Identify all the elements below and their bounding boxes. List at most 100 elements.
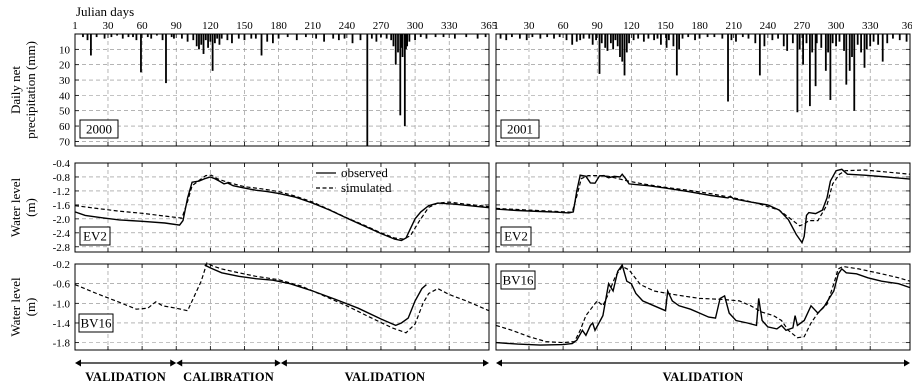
precip-bar [809,34,811,107]
precip-bar [419,34,422,38]
precip-bar [713,34,716,38]
precip-bar [575,34,578,42]
y-tick-label: 60 [59,121,71,133]
y-axis-title: Water level [8,178,23,238]
y-tick-label: 40 [59,90,71,102]
series-simulated [74,262,490,334]
precip-bar [337,34,340,41]
precip-bar [499,34,502,39]
y-tick-label: -2.8 [53,242,71,254]
precip-bar [394,34,397,65]
precip-bar [665,34,668,48]
precip-bar [195,34,198,47]
precip-bar [192,34,195,41]
precip-bar [375,34,378,42]
precip-bar [403,34,406,127]
precip-bar [642,34,645,42]
y-tick-label: -0.4 [53,158,71,170]
panel-label: EV2 [504,229,528,244]
precip-bar [82,34,84,38]
precip-bar [400,34,403,48]
precip-bar [815,34,818,44]
panel-frame [74,33,490,147]
precip-bar [385,34,388,39]
precip-bar [905,34,908,42]
precip-bar [656,34,659,39]
precip-bar [604,34,607,48]
precip-bar [405,34,407,50]
series-simulated [495,265,911,344]
precip-bar [127,34,130,38]
phase-label: VALIDATION [345,370,426,384]
phase-arrow-head-left [176,359,183,367]
precip-bar [678,34,681,50]
panel-label: BV16 [80,316,112,331]
precip-bar [453,34,456,39]
panel-3-1: BV16 [74,262,490,351]
x-tick-label: 180 [270,20,287,32]
precip-bar [116,34,118,36]
precip-bar [856,34,859,45]
precip-bar [465,34,468,38]
precip-bar [539,34,542,39]
precip-bar [860,34,862,53]
precip-bar [872,34,875,42]
panel-label-box [79,119,119,139]
x-tick-label: 240 [339,20,356,32]
precip-bar [237,34,240,39]
precip-bar [681,34,684,39]
precip-bar [730,34,733,41]
precip-bar [226,34,229,41]
phase-arrow-head-left [75,359,81,367]
precip-bar [260,34,263,56]
phase-arrow-head-left [496,359,502,367]
precip-bar [600,34,603,44]
precip-bar [616,34,619,47]
panel-label-box [500,270,536,290]
panel-1-1: 2000 [74,33,490,147]
precip-bar [254,34,257,39]
x-tick-label: 210 [725,20,742,32]
precip-bar [582,34,585,39]
precip-bar [90,34,92,56]
precip-bar [763,34,766,47]
precip-bar [805,34,808,44]
panel-2-2: EV2 [495,162,911,253]
precip-bar [892,34,894,39]
precip-bar [827,34,830,53]
precip-bar [647,34,650,39]
precip-bar [304,34,307,38]
precip-bar [675,34,678,76]
precip-bar [698,34,701,39]
precip-bar [853,34,856,111]
precip-bar [406,34,409,47]
precip-bar [619,34,621,58]
precip-bar [598,34,601,74]
legend-label: observed [341,165,388,180]
x-tick-label: 120 [202,20,219,32]
y-axis-title: Daily net [8,66,23,114]
precip-bar [727,34,729,102]
x-tick-label: 240 [760,20,777,32]
precip-bar [579,34,582,41]
precip-bar [155,34,158,36]
y-axis-title: (m) [23,298,38,317]
precip-bar [886,34,889,44]
panel-frame [74,162,490,253]
precip-bar [323,34,325,42]
precip-bar [476,34,479,39]
precip-bar [614,34,617,41]
precip-bar [399,34,402,116]
precip-bar [898,34,901,41]
precip-bar [625,34,628,53]
precip-bar [747,34,750,39]
precip-bar [272,34,274,44]
precip-bar [612,34,615,50]
precip-bar [845,34,848,85]
y-tick-label: -1.6 [53,200,71,212]
precip-bar [595,34,597,41]
series-observed [495,263,911,346]
y-tick-label: -0.8 [53,172,71,184]
x-axis-title: Julian days [76,4,134,19]
